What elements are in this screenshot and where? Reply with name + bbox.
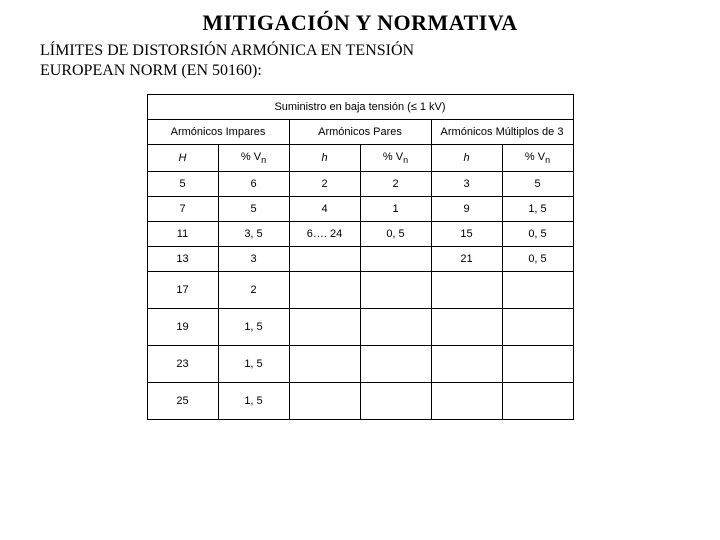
- table-cell: 1, 5: [218, 383, 289, 420]
- table-cell: [431, 346, 502, 383]
- table-cell: [360, 346, 431, 383]
- table-row: 113, 56…. 240, 5150, 5: [147, 222, 573, 247]
- table-cell: 3: [431, 172, 502, 197]
- table-cell: 21: [431, 247, 502, 272]
- table-cell: 4: [289, 197, 360, 222]
- page: MITIGACIÓN Y NORMATIVA LÍMITES DE DISTOR…: [0, 0, 720, 430]
- table-cell: 2: [360, 172, 431, 197]
- table-cell: 13: [147, 247, 218, 272]
- col-header-v2: % Vn: [360, 145, 431, 172]
- table-cell: [431, 383, 502, 420]
- table-body: 562235754191, 5113, 56…. 240, 5150, 5133…: [147, 172, 573, 420]
- table-row: 754191, 5: [147, 197, 573, 222]
- table-cell: 11: [147, 222, 218, 247]
- page-title: MITIGACIÓN Y NORMATIVA: [40, 10, 680, 36]
- harmonics-table: Suministro en baja tensión (≤ 1 kV) Armó…: [147, 94, 574, 420]
- v-label-1: % V: [241, 151, 261, 163]
- table-group-header-row: Armónicos Impares Armónicos Pares Armóni…: [147, 120, 573, 145]
- table-column-header-row: H % Vn h % Vn h % Vn: [147, 145, 573, 172]
- table-row: 191, 5: [147, 309, 573, 346]
- col-header-h1: H: [147, 145, 218, 172]
- table-cell: [289, 247, 360, 272]
- table-cell: 5: [502, 172, 573, 197]
- table-cell: 1, 5: [218, 346, 289, 383]
- table-cell: 25: [147, 383, 218, 420]
- table-cell: 1: [360, 197, 431, 222]
- table-cell: 1, 5: [218, 309, 289, 346]
- table-cell: [360, 383, 431, 420]
- subtitle-line-2: EUROPEAN NORM (EN 50160):: [40, 62, 680, 80]
- table-row: 133 210, 5: [147, 247, 573, 272]
- v-label-3: % V: [525, 151, 545, 163]
- col-header-h3: h: [431, 145, 502, 172]
- table-cell: 19: [147, 309, 218, 346]
- col-header-h2: h: [289, 145, 360, 172]
- table-cell: [502, 309, 573, 346]
- table-cell: 5: [147, 172, 218, 197]
- subtitle-line-1: LÍMITES DE DISTORSIÓN ARMÓNICA EN TENSIÓ…: [40, 42, 680, 60]
- table-cell: [360, 247, 431, 272]
- table-cell: [502, 383, 573, 420]
- table-cell: 1, 5: [502, 197, 573, 222]
- table-cell: 0, 5: [360, 222, 431, 247]
- table-cell: [502, 272, 573, 309]
- table-cell: 0, 5: [502, 222, 573, 247]
- table-cell: 23: [147, 346, 218, 383]
- table-caption-row: Suministro en baja tensión (≤ 1 kV): [147, 95, 573, 120]
- table-cell: [431, 272, 502, 309]
- table-cell: 15: [431, 222, 502, 247]
- group-header-even: Armónicos Pares: [289, 120, 431, 145]
- table-cell: 6…. 24: [289, 222, 360, 247]
- table-cell: [289, 272, 360, 309]
- table-cell: 9: [431, 197, 502, 222]
- col-header-v1: % Vn: [218, 145, 289, 172]
- table-caption: Suministro en baja tensión (≤ 1 kV): [147, 95, 573, 120]
- table-cell: 5: [218, 197, 289, 222]
- table-cell: 2: [289, 172, 360, 197]
- table-cell: 2: [218, 272, 289, 309]
- group-header-odd: Armónicos Impares: [147, 120, 289, 145]
- table-cell: 6: [218, 172, 289, 197]
- v-sub-2: n: [403, 155, 408, 165]
- table-cell: [289, 346, 360, 383]
- v-sub-1: n: [261, 155, 266, 165]
- table-cell: 3, 5: [218, 222, 289, 247]
- table-cell: 3: [218, 247, 289, 272]
- table-row: 251, 5: [147, 383, 573, 420]
- table-cell: 17: [147, 272, 218, 309]
- group-header-mult3: Armónicos Múltiplos de 3: [431, 120, 573, 145]
- table-cell: [360, 309, 431, 346]
- table-row: 172: [147, 272, 573, 309]
- col-header-v3: % Vn: [502, 145, 573, 172]
- table-cell: [289, 383, 360, 420]
- table-row: 231, 5: [147, 346, 573, 383]
- v-sub-3: n: [545, 155, 550, 165]
- table-row: 562235: [147, 172, 573, 197]
- table-cell: 0, 5: [502, 247, 573, 272]
- table-cell: [289, 309, 360, 346]
- table-cell: [431, 309, 502, 346]
- table-cell: 7: [147, 197, 218, 222]
- table-cell: [502, 346, 573, 383]
- v-label-2: % V: [383, 151, 403, 163]
- table-cell: [360, 272, 431, 309]
